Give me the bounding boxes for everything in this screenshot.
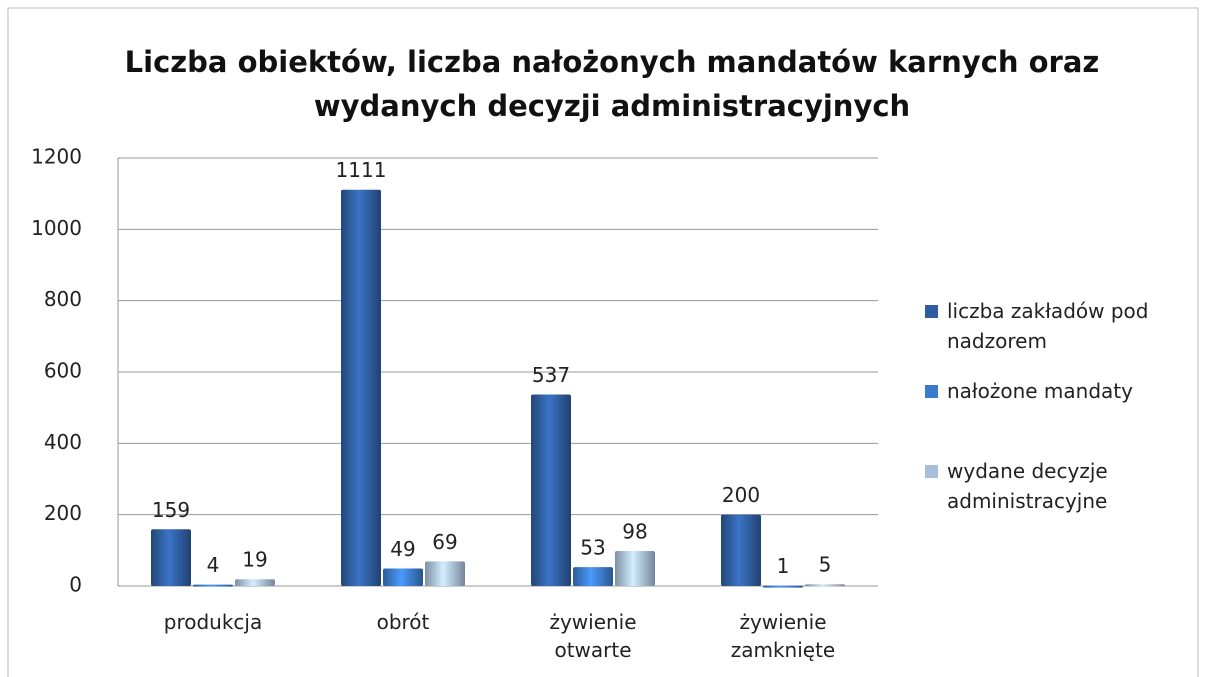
bar	[151, 529, 191, 586]
y-tick-label: 0	[69, 573, 82, 597]
legend-swatch	[925, 465, 938, 478]
y-tick-label: 200	[44, 501, 82, 525]
bar	[193, 584, 233, 587]
data-label: 98	[622, 520, 647, 544]
legend-item: liczba zakładów pod nadzorem	[925, 296, 1197, 356]
bar	[721, 514, 761, 586]
y-tick-label: 1000	[31, 216, 82, 240]
legend-item: nałożone mandaty	[925, 376, 1197, 406]
legend-swatch	[925, 385, 938, 398]
data-label: 69	[432, 530, 457, 554]
bar	[531, 394, 571, 586]
data-label: 53	[580, 536, 605, 560]
bar	[805, 584, 845, 587]
x-tick-label: żywienie zamknięte	[730, 610, 836, 662]
bar	[573, 567, 613, 586]
data-label: 4	[207, 553, 220, 577]
data-label: 1111	[336, 158, 387, 182]
x-tick-label: obrót	[376, 610, 430, 634]
data-label: 200	[722, 483, 760, 507]
y-tick-label: 1200	[31, 145, 82, 169]
data-label: 159	[152, 498, 190, 522]
data-label: 1	[777, 554, 790, 578]
data-label: 49	[390, 537, 415, 561]
data-label: 5	[819, 553, 832, 577]
bar	[763, 585, 803, 588]
frame	[7, 7, 1199, 677]
chart-title: Liczba obiektów, liczba nałożonych manda…	[124, 45, 1100, 123]
bar	[235, 579, 275, 586]
y-tick-label: 800	[44, 287, 82, 311]
bar	[615, 551, 655, 586]
x-tick-label: żywienie otwarte	[549, 610, 637, 662]
y-tick-label: 600	[44, 359, 82, 383]
legend-item: wydane decyzje administracyjne	[925, 456, 1197, 516]
data-label: 537	[532, 363, 570, 387]
bar	[341, 189, 381, 586]
x-tick-label: produkcja	[163, 610, 263, 634]
data-label: 19	[242, 548, 267, 572]
bar	[425, 561, 465, 586]
y-tick-label: 400	[44, 430, 82, 454]
bar	[383, 568, 423, 586]
legend-swatch	[925, 305, 938, 318]
